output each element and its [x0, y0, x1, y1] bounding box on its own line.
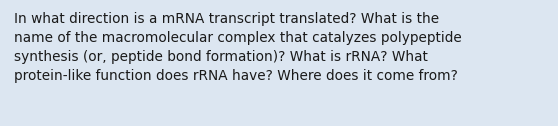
Text: In what direction is a mRNA transcript translated? What is the
name of the macro: In what direction is a mRNA transcript t…	[14, 12, 462, 83]
